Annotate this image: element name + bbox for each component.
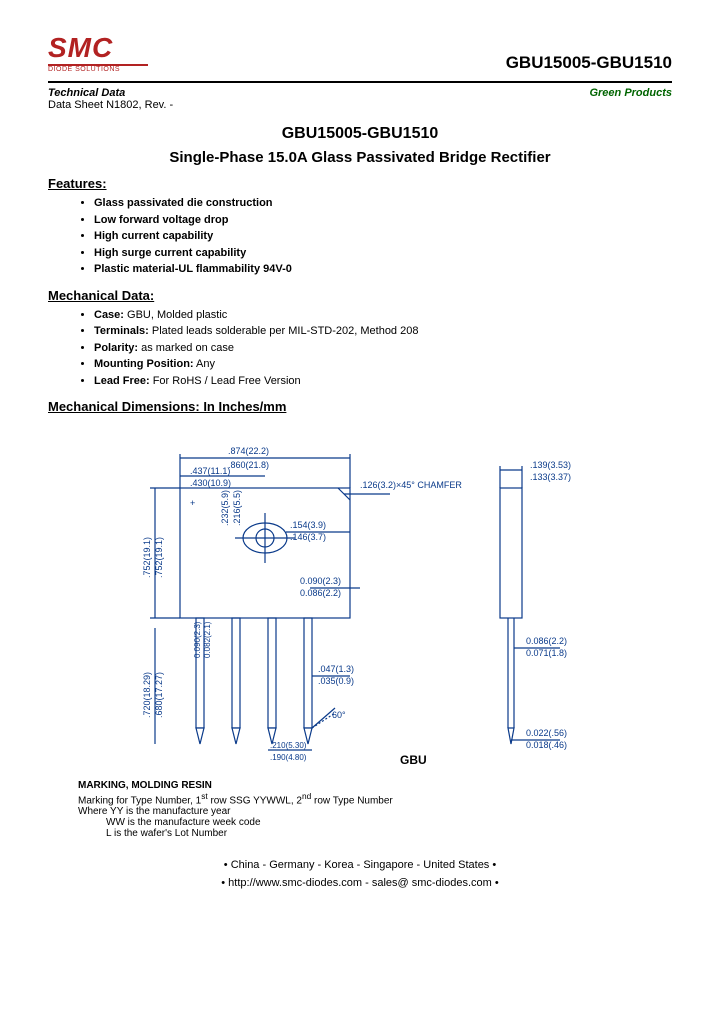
svg-text:.437(11.1): .437(11.1)	[190, 466, 230, 476]
green-products-label: Green Products	[589, 87, 672, 99]
product-title: Single-Phase 15.0A Glass Passivated Brid…	[48, 149, 672, 166]
footer-countries: • China - Germany - Korea - Singapore - …	[48, 857, 672, 875]
feature-item: Glass passivated die construction	[94, 195, 672, 212]
svg-text:+: +	[190, 498, 195, 508]
mechdata-item: Case: GBU, Molded plastic	[94, 307, 672, 324]
feature-item: Plastic material-UL flammability 94V-0	[94, 261, 672, 278]
svg-text:.139(3.53): .139(3.53)	[530, 460, 571, 470]
logo-text: SMC	[48, 34, 148, 62]
mechanical-diagram: + 60° .874(22.2) .860(21.8)	[48, 428, 672, 768]
features-list: Glass passivated die constructionLow for…	[94, 195, 672, 278]
svg-text:0.018(.46): 0.018(.46)	[526, 740, 567, 750]
svg-text:.232(5.9): .232(5.9)	[220, 490, 230, 526]
technical-data-label: Technical Data	[48, 87, 125, 99]
svg-text:.752(19.1): .752(19.1)	[154, 537, 164, 578]
logo: SMC DIODE SOLUTIONS	[48, 34, 148, 73]
svg-text:.430(10.9): .430(10.9)	[190, 478, 231, 488]
svg-text:.190(4.80): .190(4.80)	[270, 753, 307, 762]
svg-text:60°: 60°	[332, 710, 346, 720]
part-number-header: GBU15005-GBU1510	[506, 53, 672, 73]
logo-subtext: DIODE SOLUTIONS	[48, 66, 148, 73]
marking-line4: L is the wafer's Lot Number	[106, 828, 672, 839]
svg-text:.720(18.29): .720(18.29)	[142, 672, 152, 718]
footer-contact: • http://www.smc-diodes.com - sales@ smc…	[48, 875, 672, 893]
svg-text:.146(3.7): .146(3.7)	[290, 532, 326, 542]
feature-item: Low forward voltage drop	[94, 212, 672, 229]
svg-text:0.082(2.1): 0.082(2.1)	[203, 621, 212, 658]
datasheet-rev: Data Sheet N1802, Rev. -	[48, 99, 672, 111]
svg-text:0.071(1.8): 0.071(1.8)	[526, 648, 567, 658]
mechdim-heading: Mechanical Dimensions: In Inches/mm	[48, 399, 672, 414]
feature-item: High surge current capability	[94, 245, 672, 262]
svg-text:.752(19.1): .752(19.1)	[142, 537, 152, 578]
marking-heading: MARKING, MOLDING RESIN	[78, 780, 672, 791]
svg-text:.874(22.2): .874(22.2)	[228, 446, 269, 456]
header: SMC DIODE SOLUTIONS GBU15005-GBU1510	[48, 34, 672, 79]
header-rule	[48, 81, 672, 83]
svg-text:0.090(2.3): 0.090(2.3)	[300, 576, 341, 586]
features-heading: Features:	[48, 176, 672, 191]
svg-text:.035(0.9): .035(0.9)	[318, 676, 354, 686]
svg-text:0.086(2.2): 0.086(2.2)	[300, 588, 341, 598]
mechdata-item: Polarity: as marked on case	[94, 340, 672, 357]
svg-text:0.090(2.3): 0.090(2.3)	[193, 621, 202, 658]
svg-text:.210(5.30): .210(5.30)	[270, 741, 307, 750]
svg-text:0.022(.56): 0.022(.56)	[526, 728, 567, 738]
footer: • China - Germany - Korea - Singapore - …	[48, 857, 672, 892]
svg-text:.154(3.9): .154(3.9)	[290, 520, 326, 530]
svg-text:0.086(2.2): 0.086(2.2)	[526, 636, 567, 646]
mechdata-item: Mounting Position: Any	[94, 356, 672, 373]
mechdata-heading: Mechanical Data:	[48, 288, 672, 303]
marking-line1: Marking for Type Number, 1st row SSG YYW…	[78, 791, 672, 806]
marking-line3: WW is the manufacture week code	[106, 817, 672, 828]
part-title: GBU15005-GBU1510	[48, 125, 672, 143]
marking-line2: Where YY is the manufacture year	[78, 806, 672, 817]
svg-text:.680(17.27): .680(17.27)	[154, 672, 164, 718]
svg-text:.047(1.3): .047(1.3)	[318, 664, 354, 674]
svg-text:GBU: GBU	[400, 753, 427, 767]
svg-text:.126(3.2)×45° CHAMFER: .126(3.2)×45° CHAMFER	[360, 480, 462, 490]
mechdata-item: Terminals: Plated leads solderable per M…	[94, 323, 672, 340]
svg-text:.860(21.8): .860(21.8)	[228, 460, 269, 470]
svg-text:.133(3.37): .133(3.37)	[530, 472, 571, 482]
marking-section: MARKING, MOLDING RESIN Marking for Type …	[78, 780, 672, 839]
svg-text:.216(5.5): .216(5.5)	[232, 490, 242, 526]
feature-item: High current capability	[94, 228, 672, 245]
mechanical-data-list: Case: GBU, Molded plasticTerminals: Plat…	[94, 307, 672, 390]
subheader: Technical Data Green Products	[48, 87, 672, 99]
mechdata-item: Lead Free: For RoHS / Lead Free Version	[94, 373, 672, 390]
